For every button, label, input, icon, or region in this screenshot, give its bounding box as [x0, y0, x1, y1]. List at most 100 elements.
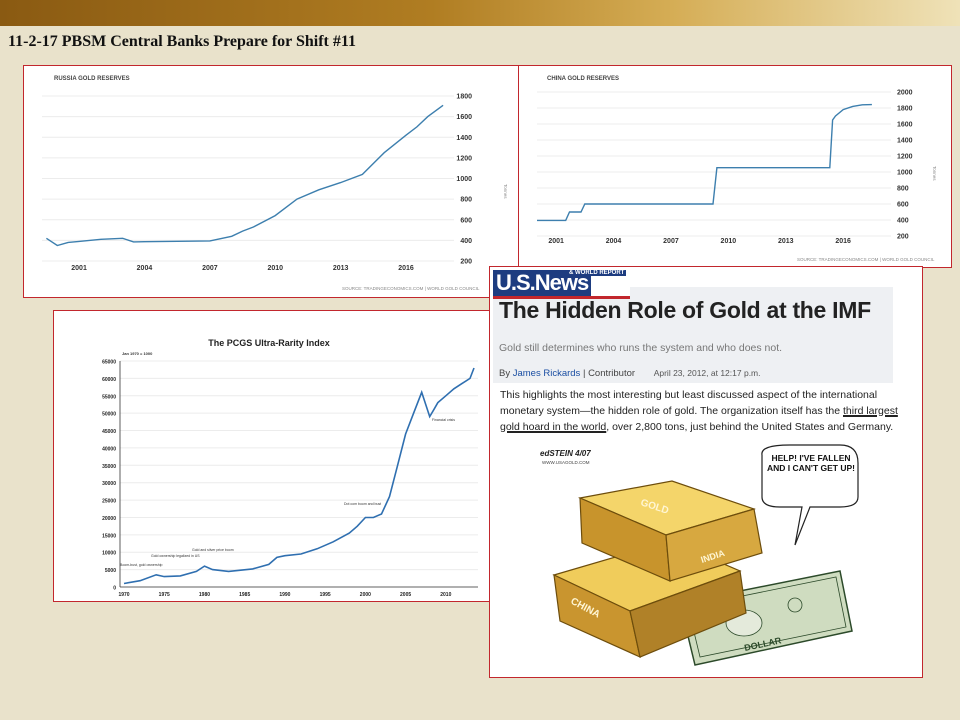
article-body-text: This highlights the most interesting but… [500, 389, 878, 417]
pcgs-base-note: Jan 1970 = 1000 [122, 351, 153, 356]
cartoon-signature: edSTEIN 4/07 [540, 449, 591, 458]
y-tick-label: 5000 [105, 568, 116, 574]
y-tick-label: 1400 [897, 138, 913, 145]
y-tick-label: 1600 [456, 114, 472, 121]
author-link[interactable]: James Rickards [512, 368, 581, 379]
china-chart-title: CHINA GOLD RESERVES [547, 76, 619, 82]
y-tick-label: 1600 [897, 122, 913, 129]
y-tick-label: 1200 [456, 155, 472, 162]
x-tick-label: 2004 [606, 238, 622, 245]
gold-bar-india: GOLD INDIA [577, 480, 763, 582]
y-tick-label: 2000 [897, 90, 913, 97]
pcgs-ultra-rarity-chart: The PCGS Ultra-Rarity Index Jan 1970 = 1… [102, 338, 478, 598]
byline-separator: | [582, 368, 586, 379]
usnews-logo-subtext: & WORLD REPORT [567, 270, 627, 276]
x-tick-label: 1970 [118, 592, 129, 598]
russia-chart-title: RUSSIA GOLD RESERVES [54, 76, 130, 82]
y-tick-label: 400 [897, 218, 909, 225]
top-decorative-band [0, 0, 960, 26]
article-date: April 23, 2012, at 12:17 p.m. [653, 368, 761, 378]
x-tick-label: 1995 [320, 592, 331, 598]
y-tick-label: 15000 [102, 533, 116, 539]
x-tick-label: 2001 [71, 265, 87, 272]
china-source: SOURCE: TRADINGECONOMICS.COM | WORLD GOL… [797, 257, 935, 262]
y-tick-label: 1000 [456, 176, 472, 183]
russia-ylabel: Tonnes [503, 184, 508, 199]
usnews-logo[interactable]: U.S.News & WORLD REPORT [493, 270, 630, 299]
pcgs-annotation: Financial crisis [432, 418, 455, 422]
y-tick-label: 65000 [102, 360, 116, 366]
y-tick-label: 400 [460, 238, 472, 245]
china-gold-chart: CHINA GOLD RESERVES Tonnes SOURCE: TRADI… [537, 76, 937, 262]
y-tick-label: 40000 [102, 446, 116, 452]
x-tick-label: 1975 [159, 592, 170, 598]
y-tick-label: 45000 [102, 429, 116, 435]
x-tick-label: 2005 [400, 592, 411, 598]
russia-gold-chart: RUSSIA GOLD RESERVES Tonnes SOURCE: TRAD… [42, 76, 508, 291]
x-tick-label: 2004 [137, 265, 153, 272]
usnews-article-panel: The Hidden Role of Gold at the IMF Gold … [489, 266, 923, 678]
series-line [537, 103, 872, 222]
pcgs-chart-panel: The PCGS Ultra-Rarity Index Jan 1970 = 1… [53, 310, 492, 602]
y-tick-label: 60000 [102, 377, 116, 383]
y-tick-label: 1000 [897, 170, 913, 177]
x-tick-label: 1985 [239, 592, 250, 598]
x-tick-label: 1980 [199, 592, 210, 598]
gold-bars-cartoon: edSTEIN 4/07 WWW.USAGOLD.COM HELP! I'VE … [540, 444, 859, 666]
x-tick-label: 2001 [548, 238, 564, 245]
pcgs-chart-title: The PCGS Ultra-Rarity Index [208, 338, 330, 348]
pcgs-annotation: Dot com boom and bust [344, 502, 381, 506]
article-body-underlined: third largest [843, 405, 898, 417]
y-tick-label: 1200 [897, 154, 913, 161]
y-tick-label: 800 [460, 197, 472, 204]
byline-by: By [499, 368, 511, 379]
article-byline: By James Rickards | Contributor April 23… [499, 368, 761, 379]
cartoon-signature-url: WWW.USAGOLD.COM [542, 460, 590, 465]
article-body-text: , over 2,800 tons, just behind the Unite… [606, 421, 894, 433]
article-body-underlined: gold hoard in the world [500, 421, 607, 433]
x-tick-label: 2010 [721, 238, 737, 245]
y-tick-label: 30000 [102, 481, 116, 487]
x-tick-label: 2010 [267, 265, 283, 272]
pcgs-annotation: Gold ownership legalized in US [151, 554, 200, 558]
y-tick-label: 600 [897, 202, 909, 209]
series-line [46, 104, 444, 247]
y-tick-label: 35000 [102, 464, 116, 470]
china-ylabel: Tonnes [932, 166, 937, 181]
article-header-box: The Hidden Role of Gold at the IMF Gold … [493, 287, 893, 383]
y-tick-label: 800 [897, 186, 909, 193]
x-tick-label: 2010 [440, 592, 451, 598]
china-gold-chart-panel: CHINA GOLD RESERVES Tonnes SOURCE: TRADI… [518, 65, 952, 268]
x-tick-label: 1990 [279, 592, 290, 598]
y-tick-label: 200 [460, 259, 472, 266]
x-tick-label: 2016 [398, 265, 414, 272]
pcgs-annotation: Gold and silver price boom [192, 548, 234, 552]
x-tick-label: 2013 [778, 238, 794, 245]
y-tick-label: 10000 [102, 551, 116, 557]
x-tick-label: 2007 [663, 238, 679, 245]
y-tick-label: 20000 [102, 516, 116, 522]
x-tick-label: 2007 [202, 265, 218, 272]
series-line [123, 367, 475, 585]
speech-bubble: HELP! I'VE FALLEN AND I CAN'T GET UP! [761, 444, 859, 546]
russia-source: SOURCE: TRADINGECONOMICS.COM | WORLD GOL… [342, 286, 480, 291]
x-tick-label: 2013 [333, 265, 349, 272]
author-role: Contributor [588, 368, 636, 379]
x-tick-label: 2016 [835, 238, 851, 245]
y-tick-label: 1800 [897, 106, 913, 113]
speech-text: HELP! I'VE FALLEN AND I CAN'T GET UP! [767, 453, 855, 473]
russia-gold-chart-panel: RUSSIA GOLD RESERVES Tonnes SOURCE: TRAD… [23, 65, 520, 298]
y-tick-label: 0 [113, 586, 116, 592]
pcgs-annotation: Boom-bust, gold ownership [120, 563, 162, 567]
article-body: This highlights the most interesting but… [500, 387, 920, 435]
y-tick-label: 55000 [102, 394, 116, 400]
article-subhead: Gold still determines who runs the syste… [499, 342, 783, 354]
x-tick-label: 2000 [360, 592, 371, 598]
y-tick-label: 25000 [102, 499, 116, 505]
y-tick-label: 600 [460, 217, 472, 224]
y-tick-label: 1400 [456, 135, 472, 142]
usnews-logo-bar [493, 296, 630, 299]
y-tick-label: 50000 [102, 412, 116, 418]
y-tick-label: 200 [897, 234, 909, 241]
article-headline[interactable]: The Hidden Role of Gold at the IMF [499, 297, 871, 323]
